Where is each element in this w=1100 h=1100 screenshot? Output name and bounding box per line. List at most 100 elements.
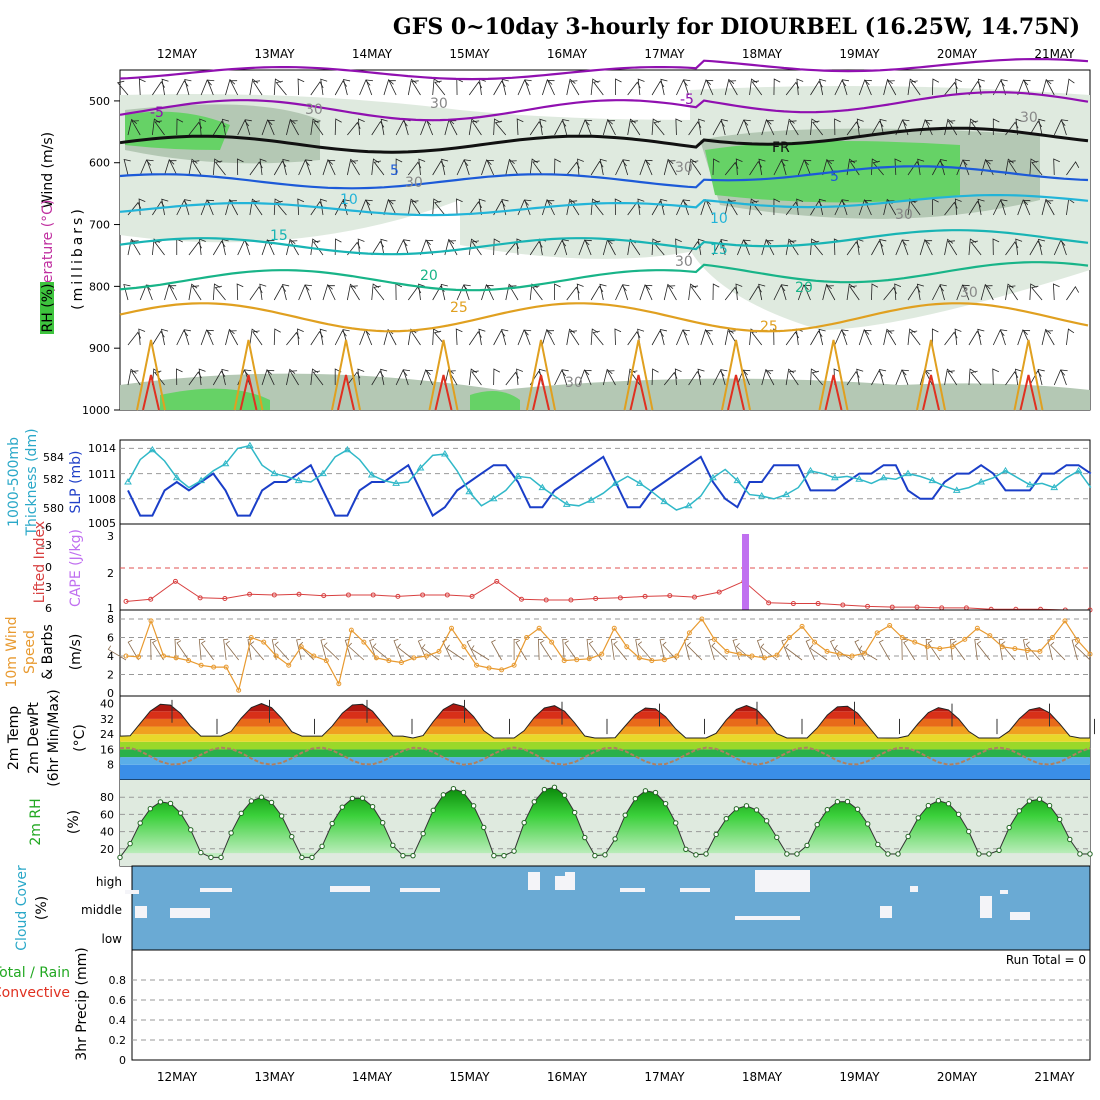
wind-barb [566,198,576,216]
wind-barb [478,328,486,346]
wind-barb [663,158,674,176]
precip-axis: 0.8 0.6 0.4 0.2 0 [109,974,127,1067]
wind-barb [944,238,954,256]
wind-barb [818,328,826,346]
date-label-bottom: 21MAY [1034,1070,1075,1084]
wind-barb [578,119,590,136]
wind-barb [758,283,766,301]
contour-label: 30 [1020,110,1038,126]
wind-speed-point [211,664,217,670]
wind-barb [486,159,494,176]
wind-speed-point [887,622,893,628]
surface-wind-barb [635,638,641,661]
wind-barb [297,78,305,96]
wind-speed-point [787,635,793,640]
wind-barb [785,368,795,386]
wind-barb [1031,285,1043,301]
wind-barb [524,79,532,96]
rh-point [794,851,800,857]
wind-speed-point [711,636,717,642]
wind-barb [653,120,665,136]
wind-barb [590,198,599,216]
isotherm-line [119,126,1089,154]
wind-barb [970,120,982,136]
rh-unit-label: (%) [66,810,82,834]
wind-barb [1005,283,1014,301]
wind-barb [894,283,902,301]
wind-speed-point [749,653,755,659]
wind-barb [1029,283,1037,301]
wind-barb [1029,370,1042,386]
wind-barb [630,120,641,136]
wind-speed-point [261,639,267,645]
wind-barb [206,329,214,346]
wind-barb [864,199,872,216]
lifted-index-point [321,593,327,599]
date-label-top: 15MAY [449,47,490,61]
pressure-tick-label: 700 [89,219,110,232]
contour-label: FR [772,140,790,156]
wind-barb [909,330,921,346]
wind-barb [796,78,804,96]
wind-barb [212,283,221,301]
surface-wind-barb [858,645,878,661]
wind-barb [675,118,683,136]
precip-label: 3hr Precip (mm) [74,947,90,1060]
wind-barb [1023,199,1031,216]
wind-barb [781,159,789,176]
wind-barb [532,160,543,176]
surface-wind-barb [274,641,290,661]
wind-barb [523,329,532,346]
wind-barb [561,369,569,386]
wind-speed-point [724,648,730,654]
thickness-point [587,496,596,503]
wind-barb [212,120,226,136]
wind-barb [481,159,492,176]
cloud-tick-label: high [96,875,122,889]
rh-point [1056,816,1063,823]
rh-point [875,841,881,848]
wind-barb [651,368,659,386]
wind-barb [615,159,627,176]
temperature-panel: 40 32 24 16 8 [100,695,1095,781]
wind-barb [493,200,506,216]
wind-barb [395,158,403,175]
thickness-point [148,445,157,453]
wind-barb [968,80,982,96]
wind-barb [796,198,804,216]
wind-barb [252,330,263,346]
rh-point [450,785,457,792]
wind-speed-point [1087,651,1093,657]
surface-wind-barb [372,643,390,661]
wind-barb [810,118,818,136]
wind-barb [273,198,282,216]
surface-wind-barb [781,639,790,661]
boundary-layer-contour [916,339,946,411]
rh-point [662,800,669,807]
wind-barb [153,370,165,386]
wind-barb [864,330,872,346]
wind-barb [599,158,607,176]
thickness-point [538,483,547,491]
surface-wind-barb [152,639,164,661]
precip-tick-label: 0.8 [109,974,127,987]
lifted-index-point [172,578,178,584]
wind-speed-point [223,664,229,670]
wind-barb [494,120,507,136]
wind-barb [871,370,884,386]
surface-wind-barb [1071,638,1078,661]
rh-point [865,821,871,827]
date-label-top: 21MAY [1034,47,1075,61]
wind-barb [834,329,846,346]
thickness-tick-label: 584 [43,451,64,464]
wind-barb [637,198,645,216]
wind-barb [236,283,244,301]
rh-point [571,809,578,816]
thickness-line [127,444,1092,511]
wind-barb [183,329,191,346]
isotherm-line [119,229,1089,256]
wind-barb [358,118,365,136]
wind-barb [200,79,212,96]
rh-panel: 80 60 40 20 [100,779,1093,867]
wind-barb [312,240,324,256]
